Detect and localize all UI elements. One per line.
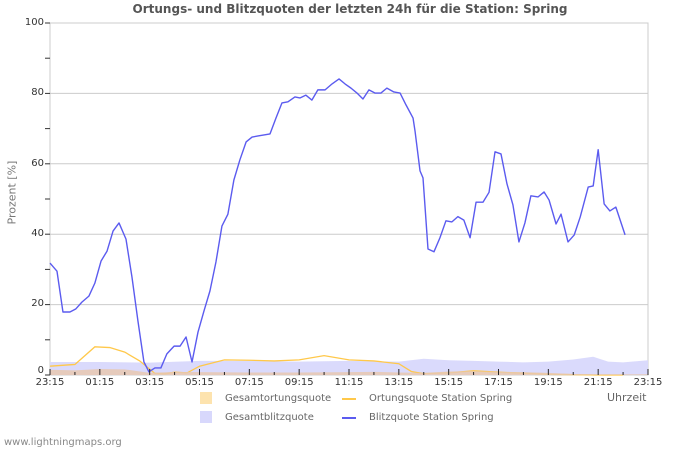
chart-title: Ortungs- und Blitzquoten der letzten 24h… bbox=[132, 2, 568, 16]
line-swatch-icon bbox=[342, 417, 356, 419]
y-tick-100: 100 bbox=[24, 17, 44, 28]
x-tick-label: 11:15 bbox=[334, 377, 364, 388]
x-tick-label: 17:15 bbox=[484, 377, 513, 388]
y-tick-0: 0 bbox=[37, 365, 44, 376]
x-tick-label: 01:15 bbox=[85, 377, 115, 388]
x-axis-label: Uhrzeit bbox=[607, 391, 647, 404]
line-swatch-icon bbox=[342, 398, 356, 400]
x-tick-label: 21:15 bbox=[583, 377, 613, 388]
area-swatch-icon bbox=[200, 411, 212, 423]
y-tick-60: 60 bbox=[31, 158, 44, 169]
x-tick-label: 19:15 bbox=[533, 377, 563, 388]
footer-link[interactable]: www.lightningmaps.org bbox=[4, 437, 122, 448]
x-tick-label: 03:15 bbox=[135, 377, 165, 388]
x-tick-label: 15:15 bbox=[434, 377, 464, 388]
x-tick-label: 05:15 bbox=[185, 377, 214, 388]
x-tick-label: 07:15 bbox=[234, 377, 264, 388]
y-tick-80: 80 bbox=[31, 87, 44, 98]
x-tick-label: 23:15 bbox=[633, 377, 663, 388]
x-tick-label: 13:15 bbox=[384, 377, 414, 388]
x-tick-label: 23:15 bbox=[35, 377, 65, 388]
area-swatch-icon bbox=[200, 392, 212, 404]
x-tick-label: 09:15 bbox=[284, 377, 314, 388]
y-tick-20: 20 bbox=[31, 298, 44, 309]
y-tick-40: 40 bbox=[31, 228, 44, 239]
